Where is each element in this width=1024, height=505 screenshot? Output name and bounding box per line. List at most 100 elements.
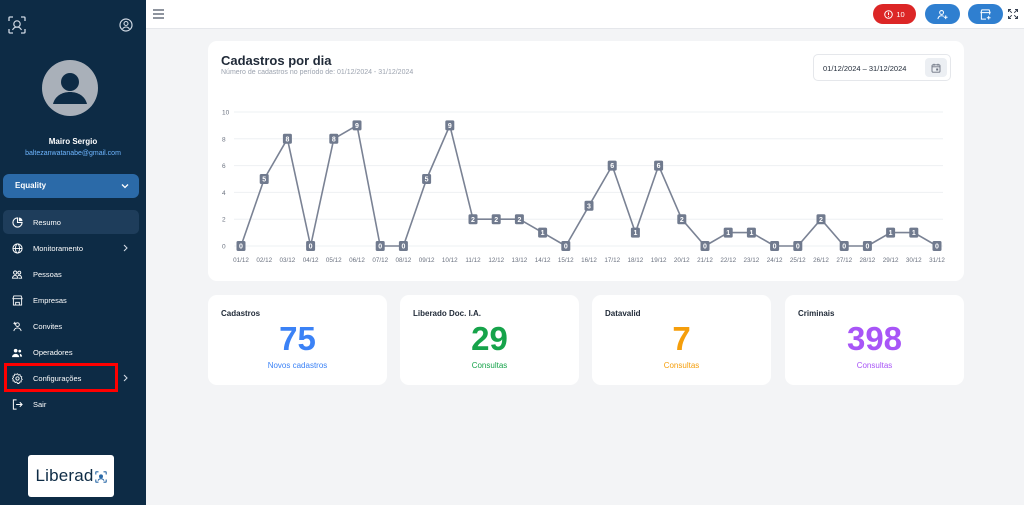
sidebar-item-convites[interactable]: Convites bbox=[3, 314, 139, 338]
brand-logo-text: Liberad bbox=[35, 466, 94, 485]
sidebar-item-operadores[interactable]: Operadores bbox=[3, 340, 139, 364]
x-tick-label: 28/12 bbox=[860, 257, 876, 264]
data-point bbox=[770, 241, 780, 251]
data-point bbox=[839, 241, 849, 251]
data-point bbox=[932, 241, 942, 251]
logout-icon bbox=[11, 398, 23, 410]
data-label: 5 bbox=[425, 177, 429, 184]
data-point bbox=[445, 120, 455, 131]
chart-subtitle: Número de cadastros no período de: 01/12… bbox=[221, 69, 414, 76]
x-tick-label: 02/12 bbox=[256, 257, 272, 264]
data-label: 0 bbox=[703, 244, 707, 251]
stat-label: Consultas bbox=[663, 361, 700, 370]
x-tick-label: 21/12 bbox=[697, 257, 713, 264]
stat-label: Consultas bbox=[471, 361, 508, 370]
data-label: 0 bbox=[865, 244, 869, 251]
data-point bbox=[886, 227, 896, 238]
data-point bbox=[538, 227, 548, 238]
x-tick-label: 26/12 bbox=[813, 257, 829, 264]
data-label: 2 bbox=[680, 217, 684, 224]
x-tick-label: 15/12 bbox=[558, 257, 574, 264]
alerts-button[interactable]: 10 bbox=[873, 4, 916, 24]
stat-label: Consultas bbox=[856, 361, 893, 370]
x-tick-label: 22/12 bbox=[720, 257, 736, 264]
data-point bbox=[723, 227, 733, 238]
sidebar-item-empresas[interactable]: Empresas bbox=[3, 288, 139, 312]
data-label: 1 bbox=[726, 230, 730, 237]
x-tick-label: 16/12 bbox=[581, 257, 597, 264]
sidebar-item-sair[interactable]: Sair bbox=[3, 392, 139, 416]
date-range-value: 01/12/2024 – 31/12/2024 bbox=[823, 64, 907, 73]
face-scan-icon bbox=[94, 471, 107, 483]
x-tick-label: 25/12 bbox=[790, 257, 806, 264]
data-point bbox=[491, 214, 501, 225]
data-point bbox=[306, 241, 316, 251]
data-label: 0 bbox=[564, 244, 568, 251]
organization-select[interactable]: Equality bbox=[3, 174, 139, 198]
sidebar-item-configuracoes[interactable]: Configurações bbox=[3, 366, 139, 390]
x-tick-label: 06/12 bbox=[349, 257, 365, 264]
data-label: 0 bbox=[842, 244, 846, 251]
data-label: 1 bbox=[541, 230, 545, 237]
data-point bbox=[352, 120, 362, 131]
y-tick-label: 6 bbox=[222, 163, 226, 170]
y-tick-label: 0 bbox=[222, 244, 226, 251]
stat-title: Cadastros bbox=[221, 309, 261, 318]
data-point bbox=[793, 241, 803, 251]
stat-card-liberado-doc: Liberado Doc. I.A. 29 Consultas bbox=[400, 295, 579, 385]
data-point bbox=[700, 241, 710, 251]
sidebar-item-label: Convites bbox=[33, 321, 63, 331]
stat-value: 29 bbox=[471, 320, 508, 357]
data-label: 0 bbox=[935, 244, 939, 251]
sidebar-item-resumo[interactable]: Resumo bbox=[3, 210, 139, 234]
data-point bbox=[630, 227, 640, 238]
alert-icon bbox=[884, 9, 894, 19]
add-user-button[interactable] bbox=[925, 4, 960, 24]
x-tick-label: 01/12 bbox=[233, 257, 249, 264]
topbar: 10 bbox=[146, 0, 1024, 29]
y-tick-label: 8 bbox=[222, 136, 226, 143]
calendar-button[interactable] bbox=[925, 58, 947, 77]
sidebar-item-monitoramento[interactable]: Monitoramento bbox=[3, 236, 139, 260]
fullscreen-icon[interactable] bbox=[1008, 9, 1018, 19]
sidebar-item-label: Configurações bbox=[33, 373, 82, 383]
y-tick-label: 10 bbox=[222, 110, 230, 117]
data-point bbox=[282, 133, 292, 144]
y-tick-label: 4 bbox=[222, 190, 226, 197]
x-tick-label: 14/12 bbox=[535, 257, 551, 264]
data-label: 5 bbox=[262, 177, 266, 184]
data-label: 8 bbox=[285, 136, 289, 143]
data-point bbox=[909, 227, 919, 238]
account-circle-icon[interactable] bbox=[119, 18, 133, 32]
x-tick-label: 05/12 bbox=[326, 257, 342, 264]
sidebar-item-pessoas[interactable]: Pessoas bbox=[3, 262, 139, 286]
date-range-picker[interactable]: 01/12/2024 – 31/12/2024 bbox=[813, 54, 951, 81]
sidebar: Mairo Sergio baltezanwatanabe@gmail.com … bbox=[0, 0, 146, 505]
calendar-icon bbox=[931, 63, 941, 73]
data-label: 6 bbox=[657, 163, 661, 170]
sidebar-item-label: Monitoramento bbox=[33, 243, 84, 253]
x-tick-label: 18/12 bbox=[628, 257, 644, 264]
sidebar-item-label: Empresas bbox=[33, 295, 67, 305]
chevron-right-icon bbox=[123, 244, 128, 252]
data-point bbox=[514, 214, 524, 225]
data-point bbox=[654, 160, 664, 171]
x-tick-label: 10/12 bbox=[442, 257, 458, 264]
x-tick-label: 04/12 bbox=[303, 257, 319, 264]
data-label: 2 bbox=[471, 217, 475, 224]
menu-icon[interactable] bbox=[153, 9, 164, 19]
store-add-icon bbox=[980, 8, 991, 20]
stat-value: 398 bbox=[846, 320, 903, 357]
data-label: 2 bbox=[517, 217, 521, 224]
face-scan-icon[interactable] bbox=[8, 16, 26, 34]
x-tick-label: 24/12 bbox=[767, 257, 783, 264]
x-tick-label: 08/12 bbox=[396, 257, 412, 264]
person-add-icon bbox=[11, 320, 23, 332]
stat-card-datavalid: Datavalid 7 Consultas bbox=[592, 295, 771, 385]
data-point bbox=[561, 241, 571, 251]
chevron-down-icon bbox=[121, 184, 129, 189]
data-label: 2 bbox=[494, 217, 498, 224]
add-company-button[interactable] bbox=[968, 4, 1003, 24]
data-label: 0 bbox=[239, 244, 243, 251]
